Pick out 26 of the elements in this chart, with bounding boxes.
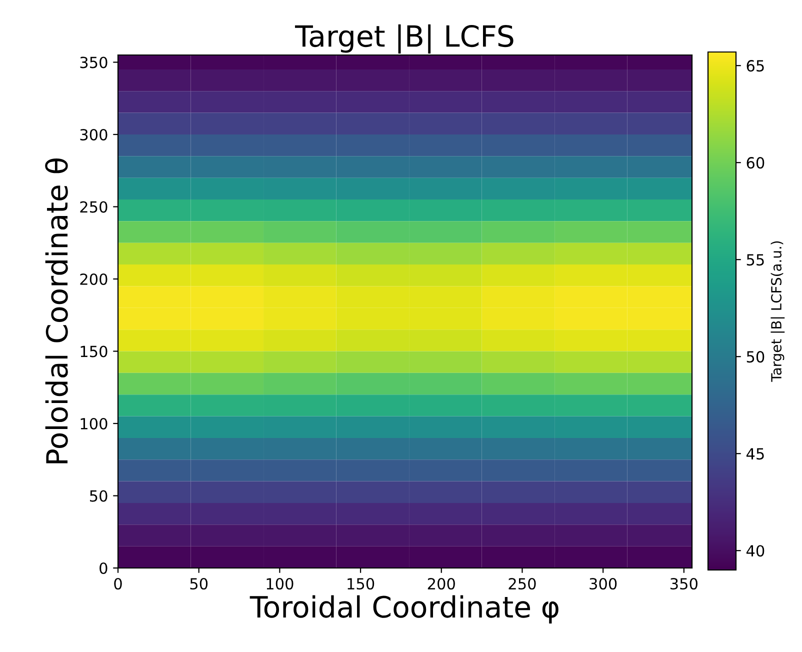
- color-bar-label: 55: [746, 254, 764, 266]
- color-bar-label: 45: [746, 448, 764, 460]
- y-axis-title: Poloidal Coordinate θ: [45, 158, 68, 464]
- x-tick-label: 0: [114, 578, 122, 590]
- y-tick-label: 150: [80, 346, 108, 358]
- y-tick-label: 50: [90, 490, 108, 502]
- x-tick-label: 150: [348, 578, 374, 590]
- x-tick-label: 50: [190, 578, 208, 590]
- color-bar-label: 60: [746, 157, 764, 169]
- y-tick-label: 100: [80, 418, 108, 430]
- y-tick-label: 350: [80, 56, 108, 68]
- x-tick-label: 200: [428, 578, 455, 590]
- color-bar-label: 50: [746, 351, 764, 363]
- x-tick-label: 100: [266, 578, 294, 590]
- color-bar-label: 40: [746, 545, 764, 557]
- y-tick-label: 200: [80, 273, 108, 286]
- y-tick-label: 0: [100, 562, 108, 574]
- y-tick-label: 250: [80, 201, 108, 213]
- x-tick-label: 350: [670, 578, 698, 590]
- y-tick-label: 300: [80, 128, 108, 140]
- color-bar-title: Target |B| LCFS(a.u.): [770, 241, 785, 382]
- x-tick-label: 300: [590, 578, 617, 590]
- x-tick-label: 250: [508, 578, 536, 590]
- chart-title: Target |B| LCFS: [294, 24, 514, 54]
- color-bar-label: 65: [746, 60, 764, 72]
- x-axis-title: Toroidal Coordinate φ: [250, 595, 558, 624]
